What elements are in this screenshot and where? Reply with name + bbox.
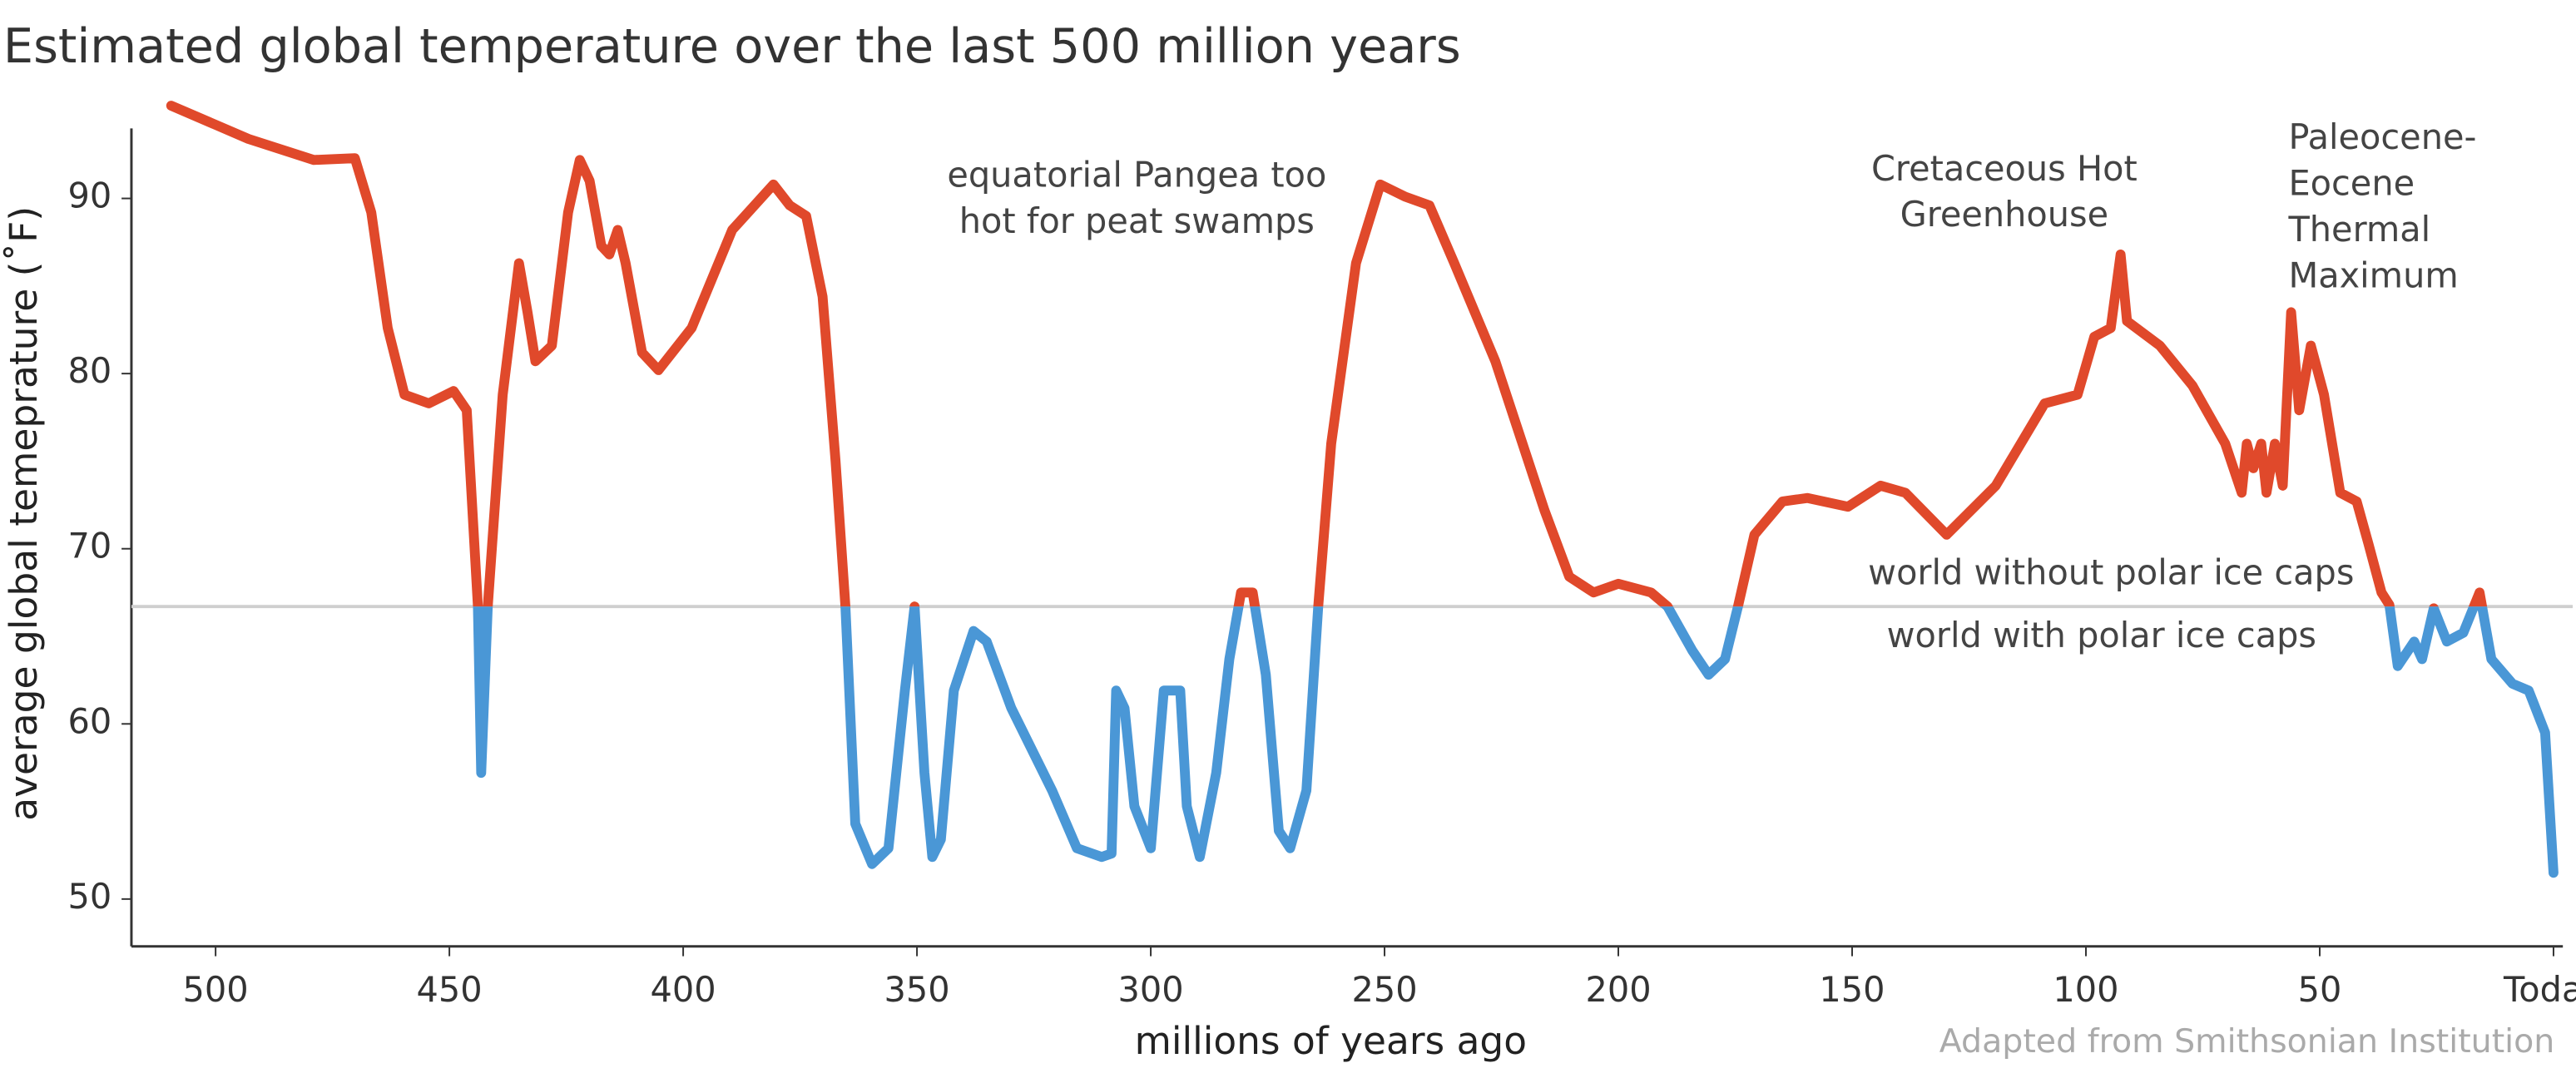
y-tick-label: 50 bbox=[68, 876, 112, 917]
y-tick-label: 80 bbox=[68, 350, 112, 391]
x-tick-label: 50 bbox=[2298, 969, 2342, 1010]
x-tick-label: 400 bbox=[651, 969, 716, 1010]
x-tick-label: 100 bbox=[2053, 969, 2118, 1010]
x-tick-label: 450 bbox=[417, 969, 483, 1010]
y-tick-label: 70 bbox=[68, 526, 112, 566]
annotation: Maximum bbox=[2288, 255, 2458, 295]
y-axis-label: average global temeprature (˚F) bbox=[2, 206, 46, 821]
reference-label: world with polar ice caps bbox=[1887, 615, 2316, 655]
x-tick-label: 500 bbox=[183, 969, 249, 1010]
x-tick-label: Today bbox=[2503, 969, 2576, 1010]
temperature-line bbox=[166, 101, 2488, 607]
annotation: Greenhouse bbox=[1900, 194, 2109, 235]
annotation: Cretaceous Hot bbox=[1871, 148, 2138, 189]
x-tick-label: 250 bbox=[1351, 969, 1417, 1010]
annotation: Thermal bbox=[2287, 209, 2430, 250]
x-tick-label: 350 bbox=[884, 969, 950, 1010]
y-tick-label: 90 bbox=[68, 176, 112, 216]
y-tick-label: 60 bbox=[68, 700, 112, 741]
reference-label: world without polar ice caps bbox=[1868, 552, 2354, 593]
x-tick-label: 200 bbox=[1585, 969, 1651, 1010]
annotation: hot for peat swamps bbox=[959, 200, 1315, 241]
x-axis-label: millions of years ago bbox=[1135, 1019, 1527, 1063]
temperature-line bbox=[473, 606, 2559, 878]
annotation: Eocene bbox=[2288, 163, 2415, 204]
chart-title: Estimated global temperature over the la… bbox=[3, 18, 1461, 74]
x-tick-label: 150 bbox=[1819, 969, 1885, 1010]
annotation: equatorial Pangea too bbox=[947, 155, 1326, 195]
source: Adapted from Smithsonian Institution bbox=[1939, 1022, 2555, 1061]
x-tick-label: 300 bbox=[1117, 969, 1183, 1010]
annotation: Paleocene- bbox=[2288, 116, 2476, 157]
